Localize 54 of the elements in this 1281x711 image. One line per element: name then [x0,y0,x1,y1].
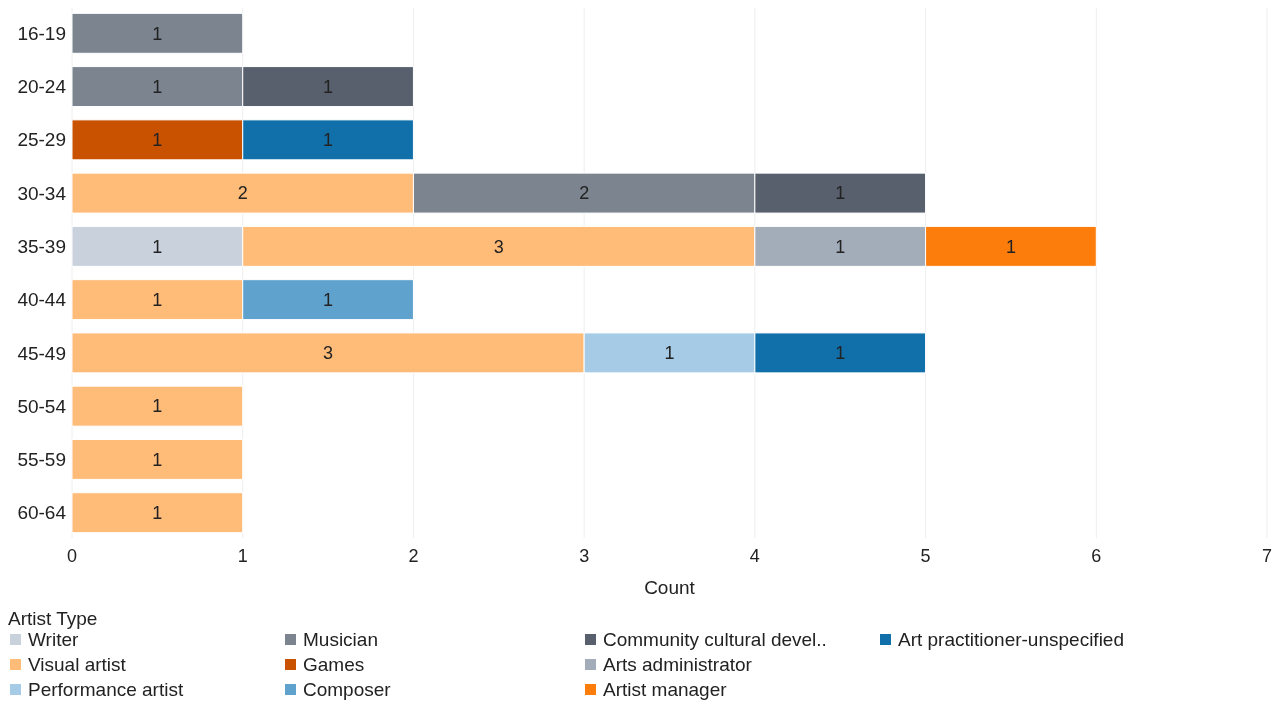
legend-label: Composer [303,679,392,700]
y-tick-label: 25-29 [17,129,66,151]
y-tick-label: 16-19 [17,22,66,44]
y-tick-label: 40-44 [17,289,67,311]
x-axis-title: Count [644,577,696,598]
data-label: 1 [664,343,675,364]
x-tick-label: 2 [408,546,419,566]
legend-label: Writer [28,629,79,650]
bar [71,12,244,54]
x-tick-label: 7 [1261,546,1273,566]
data-label: 1 [323,76,334,97]
data-label: 1 [1005,236,1016,257]
x-tick-label: 4 [749,546,760,566]
legend-label: Arts administrator [603,654,753,675]
data-label: 1 [152,449,163,470]
data-label: 2 [579,183,590,204]
y-tick-label: 35-39 [17,236,66,258]
legend-label: Musician [303,629,378,650]
data-label: 1 [835,343,846,364]
data-label: 1 [152,503,163,523]
legend-label: Visual artist [28,654,127,675]
x-tick-label: 1 [237,546,248,566]
y-tick-label: 60-64 [17,502,67,524]
data-label: 3 [323,343,334,364]
data-label: 1 [323,289,334,310]
y-tick-label: 55-59 [17,449,66,471]
legend-title: Artist Type [8,608,98,629]
data-label: 2 [237,183,248,204]
legend-label: Performance artist [28,679,184,700]
bar [71,438,244,480]
data-label: 1 [835,183,846,204]
x-tick-label: 5 [920,546,931,566]
legend-label: Games [303,654,365,675]
data-label: 1 [152,236,163,257]
bar [71,385,244,427]
data-label: 1 [152,289,163,310]
data-label: 1 [152,76,163,97]
y-tick-label: 50-54 [17,395,67,417]
data-label: 1 [152,130,163,151]
data-label: 1 [835,236,846,257]
data-label: 1 [152,396,163,417]
data-label: 1 [323,130,334,151]
data-label: 1 [152,23,163,44]
legend-label: Artist manager [603,679,728,700]
x-tick-label: 3 [579,546,590,566]
legend-label: Community cultural devel.. [603,629,827,650]
x-tick-label: 0 [66,546,78,566]
legend-label: Art practitioner-unspecified [898,629,1124,650]
bar [71,492,244,534]
y-tick-label: 20-24 [17,76,67,98]
x-tick-label: 6 [1091,546,1102,566]
y-tick-label: 45-49 [17,342,66,364]
data-label: 3 [493,236,504,257]
y-tick-label: 30-34 [17,182,67,204]
